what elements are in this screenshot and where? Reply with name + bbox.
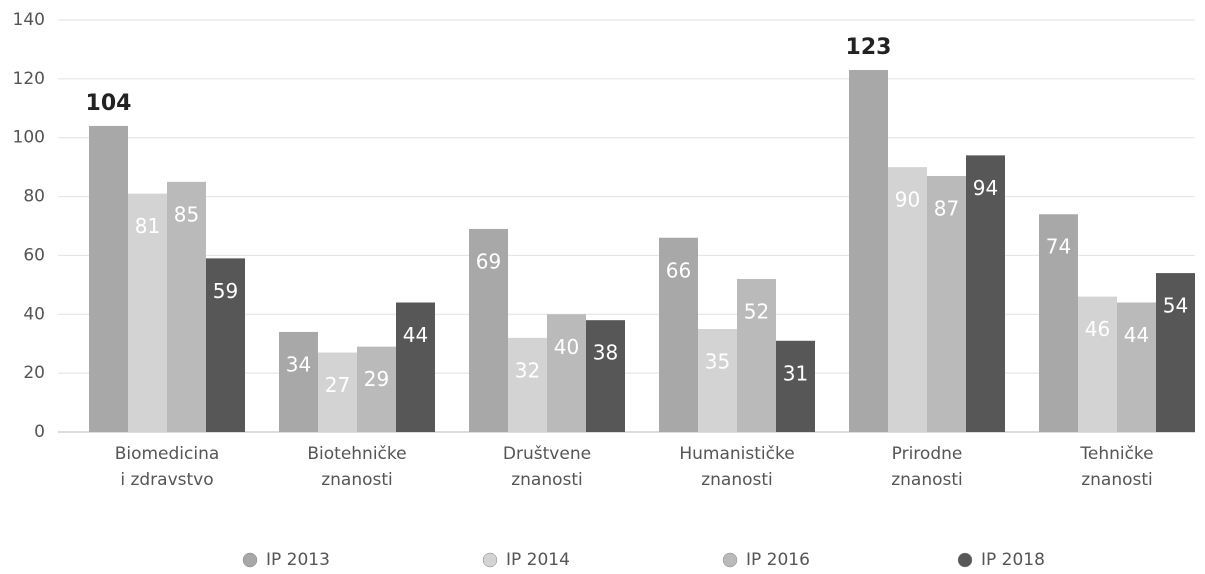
bar: [737, 278, 776, 432]
value-label: 123: [846, 35, 892, 60]
bar: [586, 320, 625, 432]
value-label: 32: [515, 358, 540, 382]
bar: [318, 352, 357, 432]
x-tick-label: znanosti: [511, 470, 583, 490]
x-tick-label: znanosti: [891, 470, 963, 490]
legend-swatch: [957, 552, 973, 568]
bar: [966, 155, 1005, 432]
bar: [89, 125, 128, 432]
legend-label: IP 2013: [266, 550, 330, 570]
value-label: 46: [1085, 317, 1110, 341]
legend-swatch: [482, 552, 498, 568]
legend-label: IP 2014: [506, 550, 570, 570]
x-tick-label: Biotehničke: [307, 444, 406, 464]
x-tick-label: Društvene: [503, 444, 591, 464]
value-label: 54: [1163, 294, 1188, 318]
value-label: 29: [364, 367, 389, 391]
bar: [888, 167, 927, 432]
value-label: 34: [286, 352, 311, 376]
value-label: 52: [744, 299, 769, 323]
value-label: 66: [666, 258, 691, 282]
bar: [508, 337, 547, 432]
value-label: 35: [705, 350, 730, 374]
value-label: 38: [593, 341, 618, 365]
y-tick-label: 0: [34, 422, 45, 442]
value-label: 85: [174, 202, 199, 226]
value-label: 44: [1124, 323, 1149, 347]
y-tick-label: 20: [23, 363, 45, 383]
bar: [776, 340, 815, 432]
legend-label: IP 2016: [746, 550, 810, 570]
legend-swatch: [722, 552, 738, 568]
bar: [547, 314, 586, 432]
value-label: 90: [895, 188, 920, 212]
y-tick-label: 120: [13, 69, 45, 89]
x-tick-label: znanosti: [1081, 470, 1153, 490]
bar: [927, 175, 966, 432]
value-label: 74: [1046, 235, 1071, 259]
value-label: 59: [213, 279, 238, 303]
legend-swatch: [242, 552, 258, 568]
value-label: 69: [476, 249, 501, 273]
bar: [849, 70, 888, 433]
x-tick-label: Biomedicina: [115, 444, 220, 464]
bar: [1117, 302, 1156, 432]
bar: [1156, 273, 1195, 432]
value-label: 104: [86, 91, 132, 116]
bar: [659, 237, 698, 432]
bar: [396, 302, 435, 432]
y-tick-label: 80: [23, 187, 45, 207]
x-tick-label: Humanističke: [679, 444, 794, 464]
bar: [279, 331, 318, 432]
bar: [1078, 296, 1117, 432]
bar: [698, 329, 737, 432]
bar: [206, 258, 245, 432]
value-label: 87: [934, 196, 959, 220]
value-label: 81: [135, 214, 160, 238]
value-label: 27: [325, 373, 350, 397]
x-tick-label: i zdravstvo: [120, 470, 213, 490]
x-tick-label: znanosti: [701, 470, 773, 490]
y-tick-label: 140: [13, 10, 45, 30]
bar: [1039, 214, 1078, 432]
bar: [167, 181, 206, 432]
y-tick-label: 60: [23, 245, 45, 265]
y-tick-label: 100: [13, 128, 45, 148]
x-tick-label: znanosti: [321, 470, 393, 490]
x-tick-label: Tehničke: [1079, 444, 1153, 464]
x-tick-label: Prirodne: [892, 444, 963, 464]
value-label: 94: [973, 176, 998, 200]
bar: [357, 346, 396, 432]
value-label: 44: [403, 323, 428, 347]
y-tick-label: 40: [23, 304, 45, 324]
legend-label: IP 2018: [981, 550, 1045, 570]
value-label: 40: [554, 335, 579, 359]
bar: [128, 193, 167, 432]
value-label: 31: [783, 361, 808, 385]
bar: [469, 228, 508, 432]
